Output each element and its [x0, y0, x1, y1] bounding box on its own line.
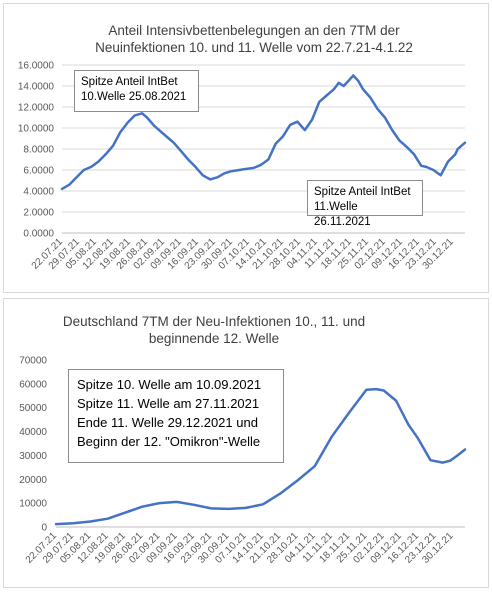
- chart2-series-line: [54, 387, 467, 526]
- chart1-y-tick-label: 10.0000: [18, 124, 55, 135]
- chart1-title: Anteil Intensivbettenbelegungen an den 7…: [95, 23, 413, 55]
- chart1-y-tick-label: 2.0000: [23, 208, 54, 219]
- chart1-series-line: [60, 74, 467, 191]
- chart1-svg: 0.0000 2.0000 4.0000 6.0000 8.0000 10.0000 12.…: [18, 61, 467, 272]
- chart1-annotation-peak-wave-11: Spitze Anteil IntBet 11.Welle 26.11.2021: [307, 180, 423, 228]
- chart2-y-tick-label: 40000: [19, 427, 47, 438]
- chart2-y-tick-label: 70000: [19, 356, 47, 367]
- chart-panel-intensive-care-share: 0.0000 2.0000 4.0000 6.0000 8.0000 10.0000 12.…: [3, 3, 489, 293]
- chart2-y-tick-label: 20000: [19, 475, 47, 486]
- chart-panel-new-infections: 0 10000 20000 30000 40000 50000 60000 70000 22.0…: [3, 298, 489, 588]
- chart2-y-tick-label: 50000: [19, 403, 47, 414]
- chart1-y-tick-label: 16.0000: [18, 61, 55, 72]
- chart1-y-tick-label: 0.0000: [23, 229, 54, 240]
- chart2-y-tick-label: 0: [41, 523, 47, 534]
- chart2-y-tick-label: 60000: [19, 379, 47, 390]
- chart2-annotation-waves: Spitze 10. Welle am 10.09.2021 Spitze 11…: [68, 369, 284, 463]
- chart2-svg: 01000020000300004000050000600007000022.0…: [19, 356, 467, 566]
- chart2-y-tick-label: 30000: [19, 451, 47, 462]
- chart1-y-tick-label: 4.0000: [23, 187, 54, 198]
- chart1-y-tick-label: 6.0000: [23, 166, 54, 177]
- chart1-y-tick-label: 14.0000: [18, 82, 55, 93]
- chart2-y-tick-label: 10000: [19, 499, 47, 510]
- chart1-annotation-peak-wave-10: Spitze Anteil IntBet 10.Welle 25.08.2021: [74, 70, 199, 112]
- chart1-y-tick-label: 8.0000: [23, 145, 54, 156]
- chart2-title: Deutschland 7TM der Neu-Infektionen 10.,…: [62, 314, 366, 346]
- chart1-y-tick-label: 12.0000: [18, 103, 55, 114]
